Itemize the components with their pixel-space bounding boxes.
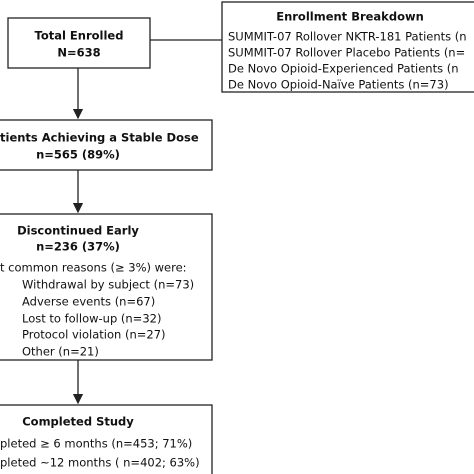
node-line: Lost to follow-up (n=32) [22, 312, 161, 326]
node-line: SUMMIT-07 Rollover Placebo Patients (n= [228, 46, 465, 60]
node-line: n=236 (37%) [36, 240, 120, 254]
node-line: pleted ~12 months ( n=402; 63%) [0, 456, 200, 470]
node-line: Protocol violation (n=27) [22, 328, 166, 342]
node-line: t common reasons (≥ 3%) were: [0, 261, 187, 275]
node-line: Other (n=21) [22, 345, 99, 359]
box-enrolled [7, 17, 151, 69]
node-line: N=638 [57, 46, 100, 60]
box-discontinued [0, 213, 213, 361]
box-completed [0, 404, 213, 474]
node-line: n=565 (89%) [36, 148, 120, 162]
node-line: De Novo Opioid-Experienced Patients (n [228, 62, 459, 76]
node-title: tients Achieving a Stable Dose [0, 131, 199, 145]
node-title: Completed Study [22, 415, 134, 429]
node-title: Enrollment Breakdown [276, 10, 424, 24]
node-line: SUMMIT-07 Rollover NKTR-181 Patients (n [228, 30, 467, 44]
node-line: De Novo Opioid-Naïve Patients (n=73) [228, 78, 449, 92]
box-stable [0, 119, 213, 171]
node-line: pleted ≥ 6 months (n=453; 71%) [0, 437, 192, 451]
box-breakdown [221, 1, 474, 93]
node-title: Total Enrolled [35, 29, 124, 43]
node-title: Discontinued Early [17, 224, 139, 238]
node-line: Withdrawal by subject (n=73) [22, 278, 194, 292]
node-line: Adverse events (n=67) [22, 295, 155, 309]
